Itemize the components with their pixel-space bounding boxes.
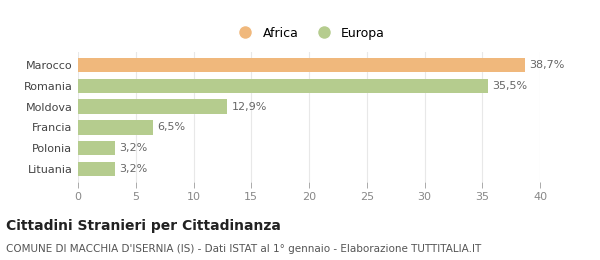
- Legend: Africa, Europa: Africa, Europa: [228, 22, 390, 45]
- Bar: [78, 99, 227, 114]
- Text: 3,2%: 3,2%: [119, 143, 148, 153]
- Text: Cittadini Stranieri per Cittadinanza: Cittadini Stranieri per Cittadinanza: [6, 219, 281, 233]
- Text: 3,2%: 3,2%: [119, 164, 148, 174]
- Bar: [78, 58, 525, 73]
- Bar: [78, 141, 115, 155]
- Text: COMUNE DI MACCHIA D'ISERNIA (IS) - Dati ISTAT al 1° gennaio - Elaborazione TUTTI: COMUNE DI MACCHIA D'ISERNIA (IS) - Dati …: [6, 244, 481, 254]
- Text: 35,5%: 35,5%: [493, 81, 528, 91]
- Text: 6,5%: 6,5%: [158, 122, 186, 132]
- Bar: [78, 79, 488, 93]
- Bar: [78, 161, 115, 176]
- Text: 12,9%: 12,9%: [232, 102, 267, 112]
- Bar: [78, 120, 153, 135]
- Text: 38,7%: 38,7%: [530, 60, 565, 70]
